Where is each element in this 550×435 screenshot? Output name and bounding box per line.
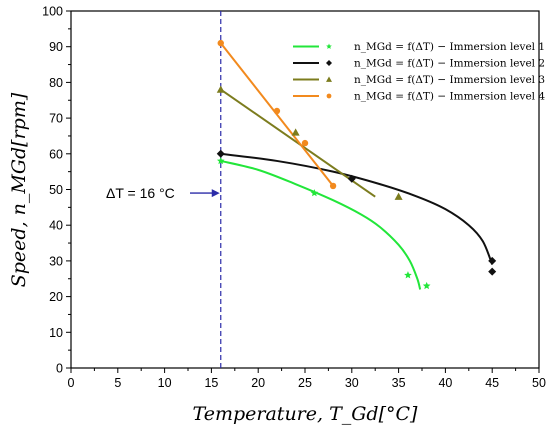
data-point-series-1: [422, 281, 431, 290]
data-point-series-4: [329, 182, 337, 190]
y-tick-label: 0: [56, 362, 63, 376]
y-tick-label: 80: [49, 76, 63, 90]
data-point-series-4: [217, 39, 224, 47]
series-line-2: [220, 152, 494, 265]
x-axis-ticks: 0 5 10 15 20 25 30 35 40 45 50: [68, 368, 546, 390]
legend-swatch-marker-4: [326, 93, 332, 99]
x-tick-label: 0: [68, 376, 75, 390]
y-tick-label: 50: [49, 183, 63, 197]
legend-swatch-marker-3: [326, 76, 332, 82]
data-point-series-4: [273, 107, 281, 115]
y-tick-label: 30: [49, 254, 63, 268]
y-axis-ticks: 0 10 20 30 40 50 60 70 80 90 100: [42, 5, 71, 376]
x-tick-label: 25: [298, 376, 312, 390]
data-point-series-2: [488, 256, 497, 265]
y-tick-label: 100: [42, 5, 63, 19]
y-tick-label: 40: [49, 219, 63, 233]
legend-label-3: n_MGd = f(ΔT) − Immersion level 3: [354, 74, 545, 86]
x-tick-label: 15: [204, 376, 218, 390]
series-line-4: [219, 42, 334, 187]
series-layer: [219, 42, 494, 290]
data-point-series-1: [216, 156, 225, 165]
data-point-series-3: [394, 192, 403, 200]
data-point-series-2: [347, 174, 356, 183]
x-tick-label: 20: [251, 376, 265, 390]
y-tick-label: 10: [49, 326, 63, 340]
x-tick-label: 45: [485, 376, 499, 390]
data-point-series-2: [216, 149, 225, 158]
y-tick-label: 90: [49, 40, 63, 54]
delta-t-annotation: ΔT = 16 °C: [106, 185, 175, 201]
legend-swatch-marker-1: [326, 43, 332, 49]
x-tick-label: 5: [114, 376, 121, 390]
data-point-series-4: [301, 139, 309, 147]
data-point-series-1: [310, 189, 319, 197]
annotation: ΔT = 16 °C: [106, 185, 220, 201]
annotation-arrowhead: [211, 189, 220, 198]
marker-layer: [216, 39, 497, 290]
data-point-series-3: [291, 128, 300, 136]
data-point-series-2: [488, 267, 497, 276]
legend-label-2: n_MGd = f(ΔT) − Immersion level 2: [354, 58, 545, 70]
legend-label-4: n_MGd = f(ΔT) − Immersion level 4: [354, 91, 545, 103]
x-tick-label: 35: [392, 376, 406, 390]
x-tick-label: 10: [158, 376, 172, 390]
x-tick-label: 30: [345, 376, 359, 390]
x-axis-title: Temperature, T_Gd[°C]: [193, 403, 419, 425]
data-point-series-1: [404, 271, 412, 279]
y-tick-label: 70: [49, 112, 63, 126]
legend-swatch-marker-2: [326, 60, 332, 66]
y-tick-label: 20: [49, 290, 63, 304]
series-line-1: [220, 159, 422, 290]
y-axis-title: Speed, n_MGd[rpm]: [8, 92, 30, 287]
x-tick-label: 50: [532, 376, 546, 390]
y-tick-label: 60: [49, 147, 63, 161]
x-tick-label: 40: [438, 376, 452, 390]
data-point-series-3: [216, 85, 225, 93]
legend: n_MGd = f(ΔT) − Immersion level 1 n_MGd =…: [293, 41, 545, 103]
legend-label-1: n_MGd = f(ΔT) − Immersion level 1: [354, 41, 545, 53]
